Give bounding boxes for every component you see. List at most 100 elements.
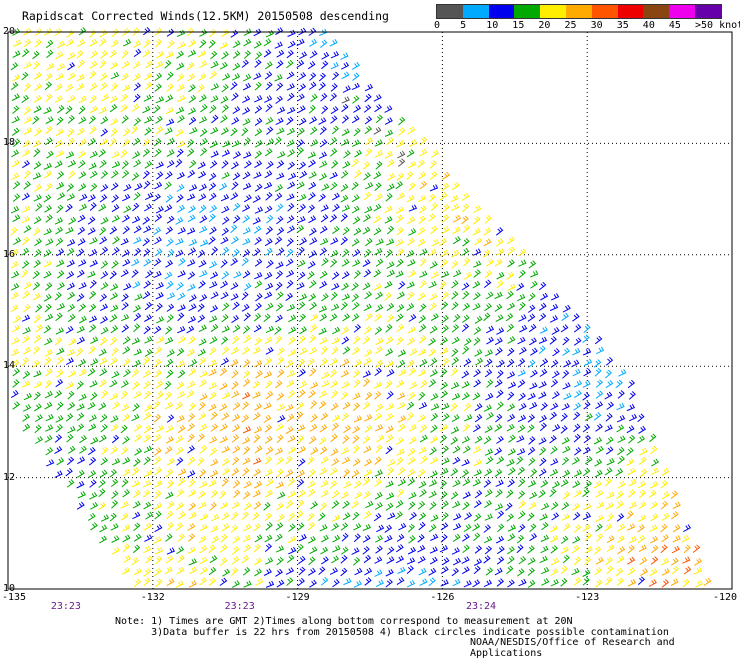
wind-barb bbox=[242, 107, 251, 115]
wind-barb bbox=[428, 337, 437, 346]
wind-barb bbox=[133, 82, 142, 91]
wind-barb bbox=[574, 447, 582, 456]
wind-barb bbox=[397, 359, 406, 368]
wind-barb bbox=[243, 480, 252, 489]
credit-text: NOAA/NESDIS/Office of Research and Appli… bbox=[470, 637, 675, 659]
wind-barb bbox=[254, 445, 263, 454]
wind-barb bbox=[464, 414, 473, 422]
wind-barb bbox=[276, 291, 284, 300]
wind-barb bbox=[331, 125, 340, 135]
wind-barb bbox=[265, 103, 273, 112]
wind-barb bbox=[110, 415, 119, 423]
wind-barb bbox=[199, 39, 207, 49]
wind-barb bbox=[428, 379, 437, 388]
wind-barb bbox=[463, 358, 472, 367]
wind-barb bbox=[507, 403, 516, 412]
wind-barb bbox=[144, 127, 152, 136]
wind-barb bbox=[167, 249, 175, 258]
wind-barb bbox=[518, 500, 526, 509]
wind-barb bbox=[242, 204, 251, 212]
wind-barb bbox=[330, 448, 339, 456]
wind-barb bbox=[343, 468, 351, 478]
wind-barb bbox=[33, 83, 42, 91]
wind-barb bbox=[264, 336, 273, 345]
wind-barb bbox=[111, 150, 120, 159]
wind-barb bbox=[363, 104, 372, 113]
wind-barb bbox=[241, 511, 249, 520]
wind-barb bbox=[65, 467, 73, 477]
wind-barb bbox=[473, 205, 482, 214]
wind-barb bbox=[408, 313, 417, 322]
wind-barb bbox=[219, 577, 228, 586]
wind-barb bbox=[461, 469, 470, 478]
wind-barb bbox=[527, 557, 536, 565]
map-title: Rapidscat Corrected Winds(12.5KM) 201505… bbox=[22, 9, 389, 23]
wind-barb bbox=[186, 348, 195, 357]
wind-barb bbox=[352, 402, 361, 412]
wind-barb bbox=[354, 567, 363, 576]
wind-barb bbox=[638, 425, 647, 434]
wind-barb bbox=[550, 545, 558, 554]
wind-barb bbox=[79, 193, 88, 202]
wind-barb bbox=[209, 226, 217, 235]
wind-barb bbox=[263, 370, 273, 379]
wind-barb bbox=[66, 247, 75, 256]
wind-barb bbox=[100, 514, 110, 522]
wind-barb bbox=[340, 555, 348, 564]
wind-barb bbox=[264, 170, 273, 179]
wind-barb bbox=[254, 272, 263, 280]
wind-barb bbox=[396, 336, 404, 346]
wind-barb bbox=[186, 325, 195, 334]
wind-barb bbox=[321, 293, 329, 302]
wind-barb bbox=[353, 104, 362, 113]
wind-barb bbox=[277, 247, 285, 256]
wind-barb bbox=[462, 491, 471, 499]
wind-barb bbox=[540, 534, 550, 542]
wind-barb bbox=[374, 326, 383, 335]
wind-barb bbox=[89, 492, 98, 500]
wind-barb bbox=[486, 411, 494, 420]
wind-barb bbox=[56, 181, 65, 190]
wind-barb bbox=[143, 203, 152, 212]
wind-barb bbox=[89, 279, 97, 289]
wind-barb bbox=[275, 282, 283, 291]
wind-barb bbox=[133, 225, 142, 234]
wind-barb bbox=[208, 479, 217, 487]
wind-barb bbox=[441, 325, 449, 334]
wind-barb bbox=[550, 578, 559, 587]
wind-barb bbox=[386, 369, 395, 377]
wind-barb bbox=[364, 325, 372, 335]
wind-barb bbox=[219, 423, 228, 432]
wind-barb bbox=[387, 459, 396, 467]
wind-barb bbox=[451, 348, 459, 357]
wind-barb bbox=[288, 326, 297, 334]
wind-barb bbox=[604, 369, 613, 379]
wind-barb bbox=[332, 545, 341, 553]
wind-barb bbox=[88, 290, 97, 300]
wind-barb bbox=[582, 348, 592, 356]
wind-barb bbox=[650, 556, 659, 565]
wind-barb bbox=[397, 150, 406, 159]
wind-barb bbox=[551, 480, 561, 489]
wind-barb bbox=[308, 159, 316, 168]
wind-barb bbox=[573, 433, 581, 443]
wind-barb bbox=[232, 40, 241, 49]
wind-barb bbox=[231, 390, 240, 399]
wind-barb bbox=[188, 580, 197, 588]
wind-barb bbox=[451, 356, 460, 366]
wind-barb bbox=[219, 403, 228, 412]
wind-barb bbox=[286, 280, 294, 289]
wind-barb bbox=[22, 380, 31, 388]
wind-barb bbox=[188, 184, 198, 192]
wind-barb bbox=[606, 535, 615, 544]
wind-barb bbox=[254, 480, 263, 489]
wind-barb bbox=[627, 379, 636, 389]
wind-barb bbox=[219, 61, 228, 70]
wind-barb bbox=[363, 303, 372, 312]
wind-barb bbox=[417, 534, 425, 543]
wind-barb bbox=[277, 151, 286, 159]
wind-barb bbox=[693, 567, 703, 575]
wind-barb bbox=[221, 512, 230, 521]
wind-barb bbox=[197, 433, 205, 442]
wind-barb bbox=[407, 456, 416, 465]
